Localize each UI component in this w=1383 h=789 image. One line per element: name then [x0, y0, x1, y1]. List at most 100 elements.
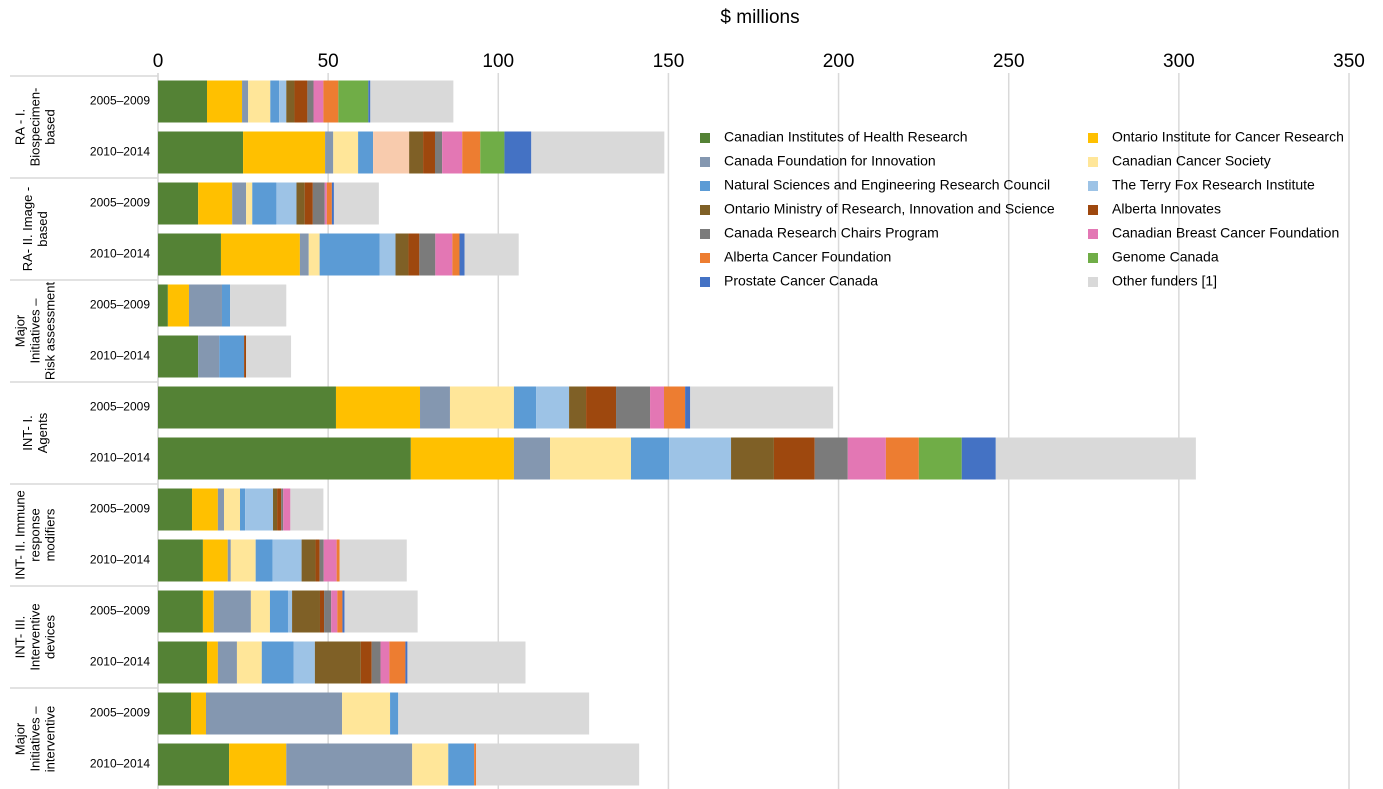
- bar-segment: [773, 437, 815, 480]
- bar-segment: [536, 386, 570, 429]
- group-label: interventive: [42, 706, 57, 772]
- bar-segment: [158, 539, 203, 582]
- bar-segment: [449, 386, 514, 429]
- bar-segment: [230, 284, 287, 327]
- bar-segment: [158, 641, 208, 684]
- bar-segment: [435, 233, 453, 276]
- bar-segment: [344, 590, 418, 633]
- bar-segment: [217, 641, 237, 684]
- y-tick-label: 2010–2014: [90, 757, 150, 771]
- bar-segment: [448, 743, 475, 786]
- bar-segment: [277, 488, 282, 531]
- bar-segment: [191, 692, 206, 735]
- bar-segment: [245, 488, 274, 531]
- bar-segment: [685, 386, 691, 429]
- bar-segment: [335, 386, 421, 429]
- group-label: response: [27, 508, 42, 561]
- bar-segment: [307, 80, 314, 123]
- legend-label: Canadian Cancer Society: [1112, 153, 1271, 169]
- y-tick-label: 2010–2014: [90, 451, 150, 465]
- group-label: Biospecimen-: [27, 88, 42, 167]
- bar-segment: [323, 539, 337, 582]
- legend-swatch: [1088, 181, 1098, 191]
- legend-label: Ontario Institute for Cancer Research: [1112, 129, 1344, 145]
- bar-segment: [198, 182, 233, 225]
- legend-swatch: [1088, 229, 1098, 239]
- bar-segment: [390, 692, 399, 735]
- x-tick-label: 0: [153, 51, 164, 72]
- bar-segment: [292, 590, 320, 633]
- legend-label: Natural Sciences and Engineering Researc…: [724, 177, 1050, 193]
- y-tick-label: 2010–2014: [90, 247, 150, 261]
- bar-segment: [462, 131, 481, 174]
- bar-segment: [459, 233, 465, 276]
- bar-segment: [961, 437, 996, 480]
- group-label: INT- I.: [20, 415, 35, 450]
- bar-segment: [419, 233, 436, 276]
- x-tick-label: 100: [482, 51, 514, 72]
- bar-segment: [270, 80, 280, 123]
- bar-segment: [158, 131, 244, 174]
- bar-segment: [379, 233, 396, 276]
- bar-segment: [586, 386, 617, 429]
- legend-label: Prostate Cancer Canada: [724, 273, 878, 289]
- bar-segment: [326, 182, 332, 225]
- bar-segment: [360, 641, 372, 684]
- bar-segment: [213, 590, 251, 633]
- y-tick-label: 2010–2014: [90, 553, 150, 567]
- bar-segment: [207, 641, 218, 684]
- x-tick-label: 250: [993, 51, 1025, 72]
- legend-swatch: [1088, 205, 1098, 215]
- bar-segment: [664, 386, 686, 429]
- bar-segment: [405, 641, 408, 684]
- bar-segment: [331, 182, 334, 225]
- bar-segment: [301, 539, 316, 582]
- bar-segment: [669, 437, 732, 480]
- legend-label: Canada Research Chairs Program: [724, 225, 939, 241]
- y-tick-label: 2010–2014: [90, 349, 150, 363]
- bar-segment: [319, 590, 325, 633]
- bar-segment: [513, 437, 551, 480]
- bar-segment: [371, 641, 381, 684]
- bar-segment: [293, 641, 315, 684]
- bar-segment: [480, 131, 505, 174]
- legend-swatch: [700, 181, 710, 191]
- bar-segment: [202, 539, 228, 582]
- y-tick-label: 2005–2009: [90, 94, 150, 108]
- bar-segment: [319, 233, 380, 276]
- bar-segment: [158, 437, 411, 480]
- x-tick-label: 150: [653, 51, 685, 72]
- bar-segment: [279, 80, 287, 123]
- group-label: devices: [42, 614, 57, 659]
- bar-segment: [630, 437, 670, 480]
- bar-segment: [304, 182, 313, 225]
- y-tick-label: 2005–2009: [90, 196, 150, 210]
- x-axis-title: $ millions: [720, 7, 799, 28]
- bar-segment: [202, 590, 214, 633]
- bar-segment: [319, 539, 324, 582]
- bar-segment: [409, 131, 424, 174]
- group-label: INT- III.: [12, 616, 27, 659]
- bar-segment: [398, 692, 590, 735]
- legend-swatch: [700, 133, 710, 143]
- bar-segment: [412, 743, 449, 786]
- bar-segment: [290, 488, 324, 531]
- legend-label: Alberta Innovates: [1112, 201, 1221, 217]
- bar-segment: [261, 641, 294, 684]
- y-tick-label: 2005–2009: [90, 502, 150, 516]
- bar-segment: [885, 437, 919, 480]
- group-label: Risk assessment: [42, 281, 57, 380]
- bar-segment: [243, 131, 326, 174]
- bar-segment: [158, 692, 192, 735]
- bar-segment: [158, 335, 199, 378]
- bar-segment: [410, 437, 514, 480]
- bar-segment: [242, 80, 249, 123]
- legend-label: Canadian Breast Cancer Foundation: [1112, 225, 1339, 241]
- bar-segment: [358, 131, 374, 174]
- bar-segment: [333, 131, 359, 174]
- x-tick-label: 350: [1333, 51, 1365, 72]
- bar-segment: [308, 233, 320, 276]
- bar-segment: [333, 182, 379, 225]
- bar-segment: [313, 80, 324, 123]
- bar-segment: [158, 386, 336, 429]
